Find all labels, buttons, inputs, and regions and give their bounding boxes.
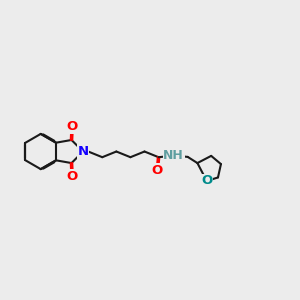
Text: O: O (67, 170, 78, 183)
Text: O: O (201, 175, 212, 188)
Text: N: N (77, 145, 88, 158)
Text: O: O (67, 120, 78, 133)
Text: NH: NH (164, 149, 184, 163)
Text: O: O (152, 164, 163, 177)
